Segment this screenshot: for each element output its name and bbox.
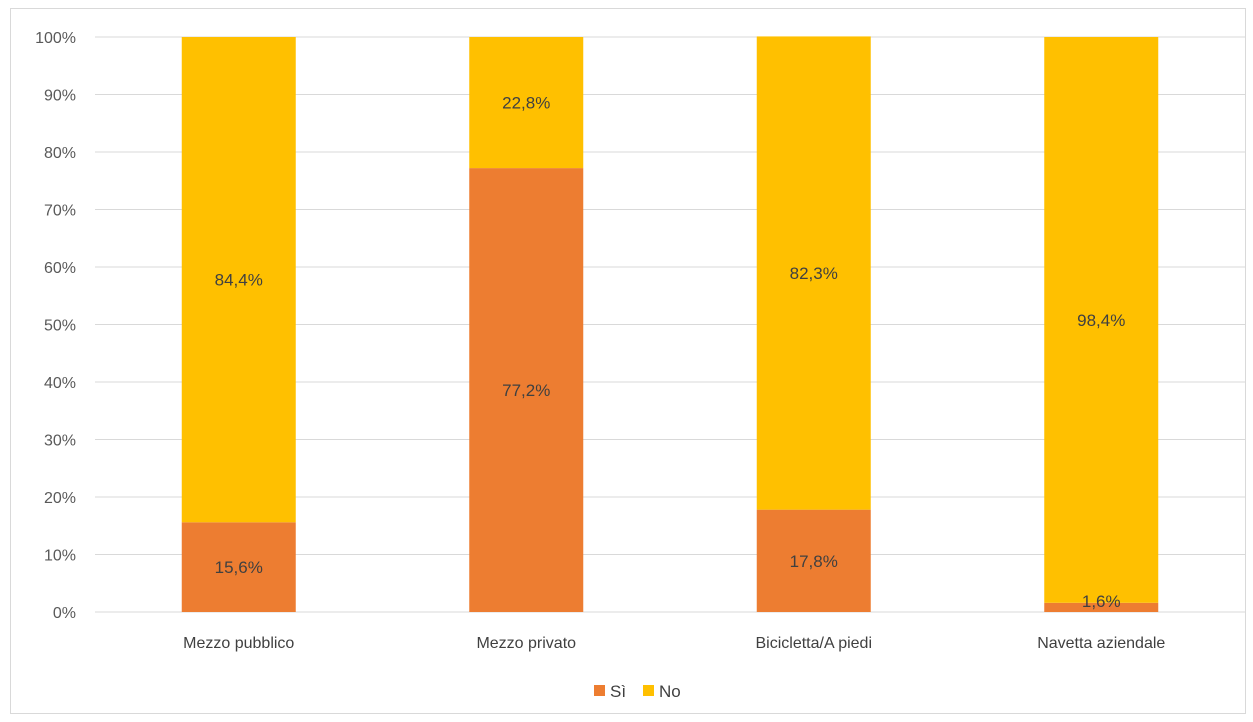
x-category-label: Navetta aziendale <box>1037 635 1165 652</box>
data-labels: 15,6% 84,4% 77,2% 22,8% 17,8% 82,3% 1,6% 98,4% <box>215 94 1126 611</box>
legend-label: No <box>659 682 681 701</box>
y-tick-label: 70% <box>44 203 76 220</box>
y-tick-label: 0% <box>53 605 76 622</box>
bar-si-2 <box>756 509 871 612</box>
bar-si-1 <box>469 168 584 612</box>
y-tick-label: 90% <box>44 88 76 105</box>
legend-swatch <box>594 685 605 696</box>
bar-si-3 <box>1044 602 1159 612</box>
legend-swatch <box>643 685 654 696</box>
legend: Sì No <box>594 682 681 701</box>
bar-no-1 <box>469 37 584 169</box>
data-label: 98,4% <box>1077 311 1125 330</box>
bar-no-2 <box>756 36 871 510</box>
data-label: 77,2% <box>502 381 550 400</box>
y-tick-label: 20% <box>44 490 76 507</box>
data-label: 82,3% <box>790 264 838 283</box>
bar-si-0 <box>181 522 296 612</box>
y-tick-label: 80% <box>44 145 76 162</box>
data-label: 15,6% <box>215 558 263 577</box>
legend-label: Sì <box>610 682 626 701</box>
x-category-label: Mezzo pubblico <box>183 635 294 652</box>
y-axis-ticks: 0% 10% 20% 30% 40% 50% 60% 70% 80% 90% 100% <box>35 30 76 622</box>
y-tick-label: 40% <box>44 375 76 392</box>
data-label: 84,4% <box>215 271 263 290</box>
x-axis-categories: Mezzo pubblico Mezzo privato Bicicletta/A … <box>183 635 1165 652</box>
y-tick-label: 30% <box>44 433 76 450</box>
y-tick-label: 60% <box>44 260 76 277</box>
bar-no-3 <box>1044 37 1159 603</box>
data-label: 17,8% <box>790 552 838 571</box>
y-tick-label: 50% <box>44 318 76 335</box>
data-label: 1,6% <box>1082 592 1121 611</box>
y-tick-label: 10% <box>44 548 76 565</box>
x-category-label: Bicicletta/A piedi <box>755 635 872 652</box>
x-category-label: Mezzo privato <box>476 635 576 652</box>
bar-no-0 <box>181 37 296 523</box>
bars <box>181 36 1159 612</box>
data-label: 22,8% <box>502 94 550 113</box>
y-tick-label: 100% <box>35 30 76 47</box>
